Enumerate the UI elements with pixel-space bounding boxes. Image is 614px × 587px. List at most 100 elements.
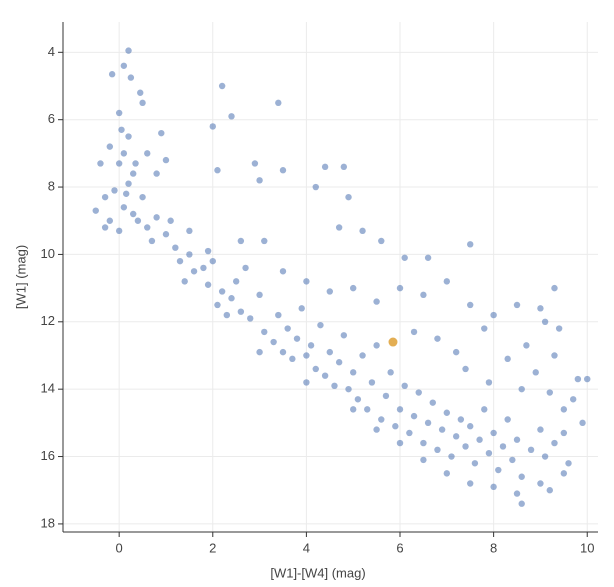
point <box>476 436 483 443</box>
point <box>284 325 291 332</box>
point <box>303 278 310 285</box>
y-tick-label: 12 <box>41 313 55 328</box>
x-tick-label: 0 <box>116 540 123 555</box>
point <box>424 419 432 427</box>
y-tick-label: 10 <box>41 246 55 261</box>
point <box>518 385 525 393</box>
point <box>584 375 591 383</box>
point <box>462 365 469 373</box>
point <box>331 382 338 390</box>
point <box>481 406 488 413</box>
point <box>443 470 451 477</box>
point <box>368 379 376 386</box>
point <box>518 500 525 507</box>
point <box>467 301 474 309</box>
point <box>415 389 422 396</box>
x-axis-title: [W1]-[W4] (mag) <box>270 565 365 580</box>
point <box>532 369 539 376</box>
point <box>256 177 263 184</box>
point <box>134 217 142 224</box>
point <box>153 214 160 221</box>
point <box>424 254 432 261</box>
point <box>490 311 497 319</box>
point <box>392 423 399 430</box>
highlight-point <box>388 337 398 347</box>
point <box>200 264 207 272</box>
y-tick-label: 6 <box>48 111 55 126</box>
point <box>214 167 221 174</box>
point <box>204 281 212 288</box>
point <box>443 409 451 416</box>
point <box>148 237 156 245</box>
point <box>359 227 366 235</box>
point <box>551 439 558 447</box>
point <box>513 490 521 497</box>
point <box>223 311 231 319</box>
point <box>410 328 418 336</box>
point <box>139 193 146 201</box>
y-axis-title: [W1] (mag) <box>13 245 28 309</box>
point <box>551 352 558 359</box>
y-tick-label: 18 <box>41 515 55 530</box>
point <box>452 348 460 356</box>
point <box>279 348 287 356</box>
point <box>485 449 493 457</box>
point <box>293 335 301 342</box>
point <box>560 470 568 477</box>
point <box>167 217 174 224</box>
point <box>504 355 511 363</box>
point <box>350 284 357 292</box>
point <box>108 71 116 78</box>
point <box>321 163 329 171</box>
point <box>467 480 474 487</box>
point <box>434 335 441 342</box>
point <box>373 426 380 433</box>
point <box>340 163 348 171</box>
point <box>335 224 343 231</box>
point <box>130 210 137 218</box>
point <box>92 207 99 214</box>
point <box>546 389 553 396</box>
point <box>261 328 268 336</box>
point <box>162 156 170 164</box>
point <box>340 332 348 339</box>
point <box>130 170 137 177</box>
point <box>228 113 235 120</box>
point <box>317 321 324 329</box>
point <box>153 170 160 177</box>
point <box>471 460 479 467</box>
point <box>237 308 245 315</box>
point <box>495 466 502 474</box>
point <box>541 453 549 460</box>
point <box>186 227 193 235</box>
point <box>420 456 427 464</box>
x-tick-label: 6 <box>396 540 403 555</box>
point <box>410 412 418 420</box>
point <box>172 244 179 251</box>
point <box>438 426 446 433</box>
y-tick-label: 14 <box>41 381 55 396</box>
point <box>546 487 553 494</box>
point <box>364 406 371 413</box>
point <box>378 237 385 245</box>
point <box>247 315 254 322</box>
point <box>279 268 287 275</box>
point <box>354 396 362 403</box>
point <box>527 446 535 454</box>
point <box>523 342 530 349</box>
point <box>181 278 188 285</box>
point <box>106 143 114 150</box>
point <box>232 278 240 285</box>
point <box>214 301 221 309</box>
point <box>326 288 333 295</box>
point <box>158 129 165 137</box>
point <box>111 187 118 194</box>
point <box>289 355 296 363</box>
point <box>396 439 404 447</box>
point <box>457 416 465 423</box>
point <box>120 150 128 157</box>
point <box>321 372 329 379</box>
point <box>443 278 451 285</box>
point <box>122 190 130 197</box>
